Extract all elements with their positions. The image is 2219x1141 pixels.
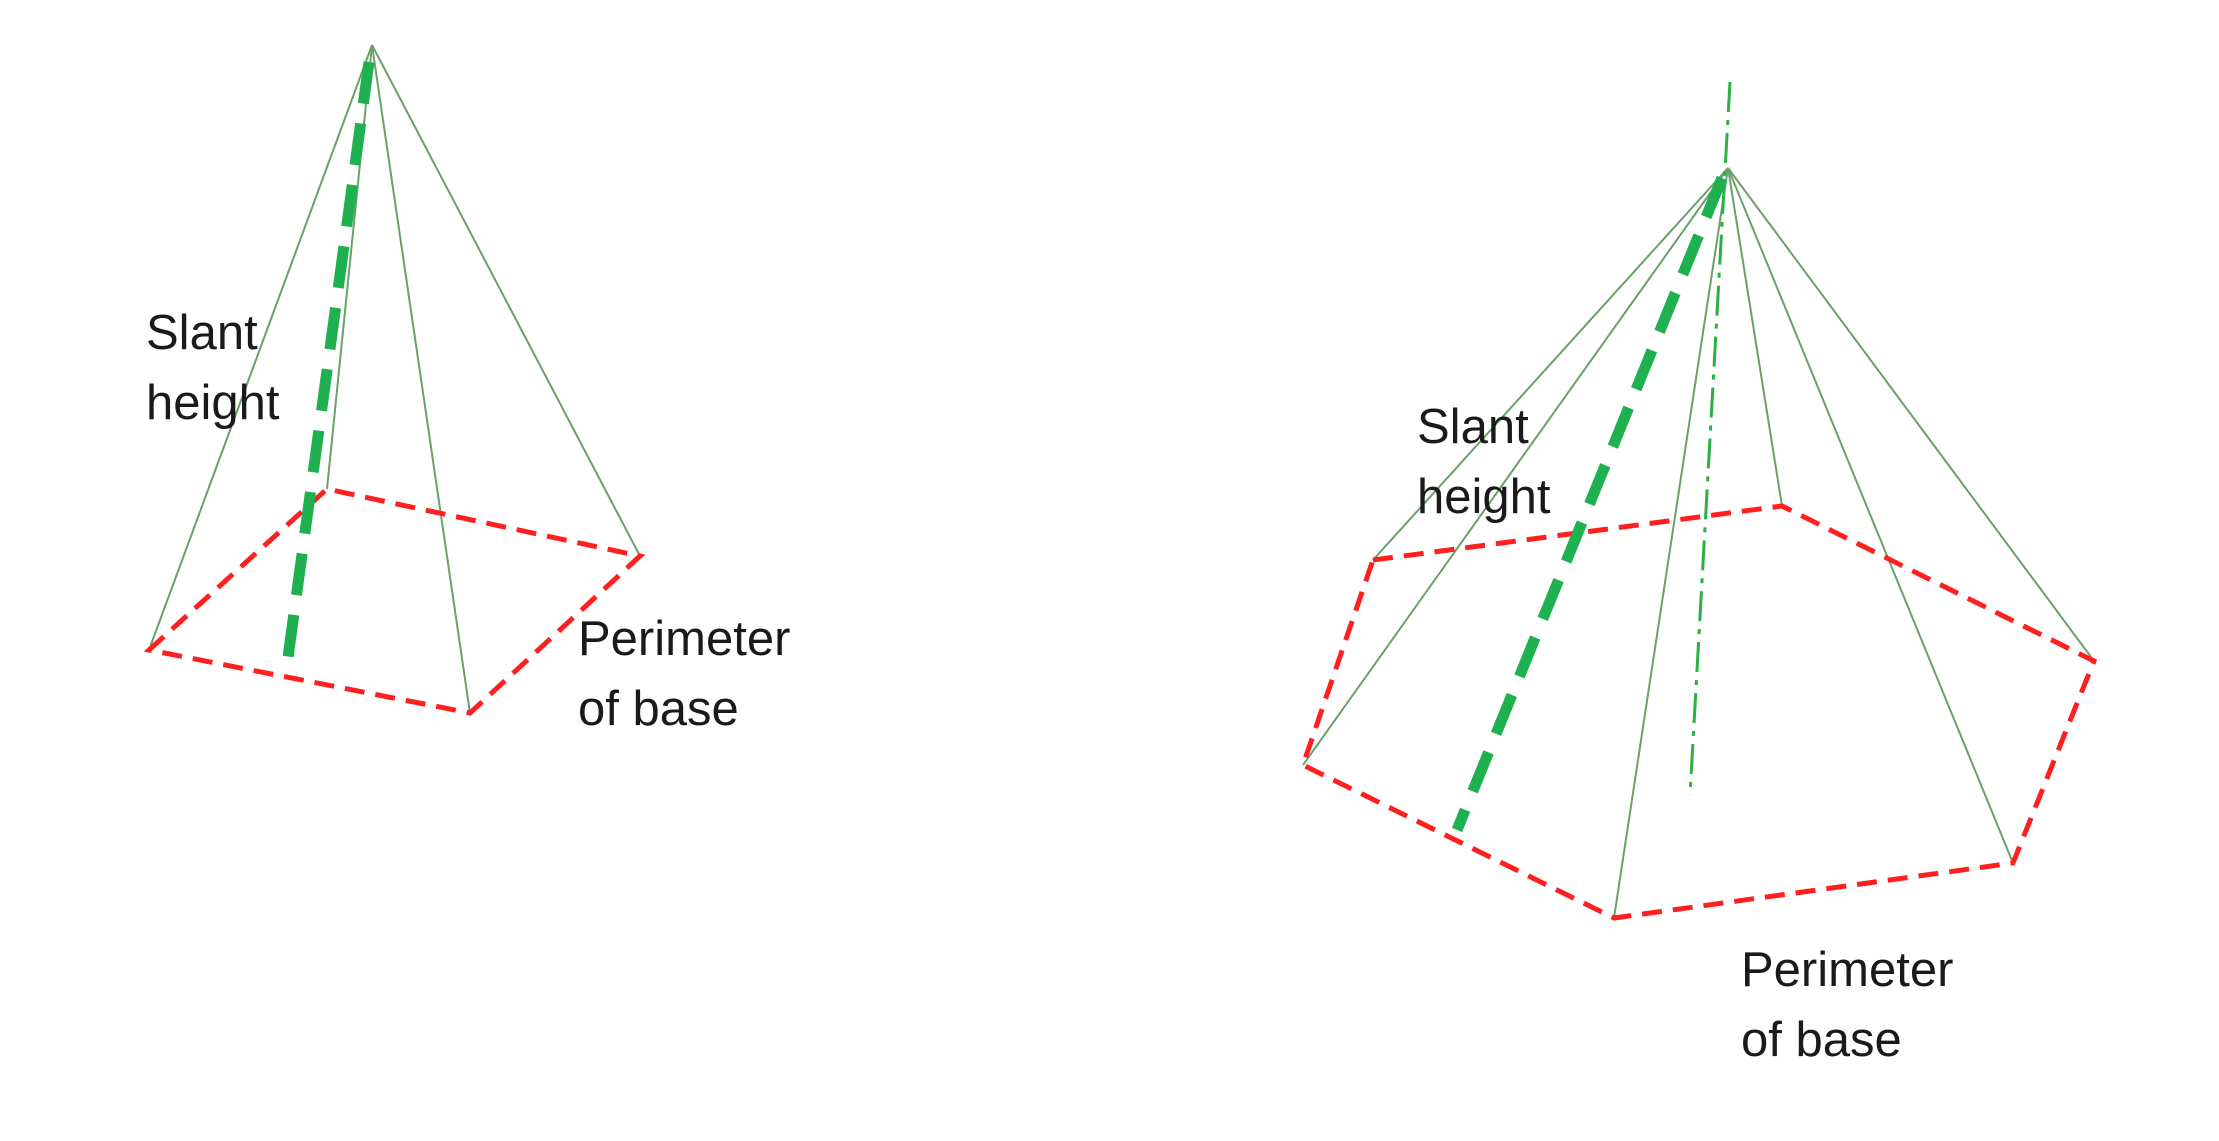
square-base-perimeter xyxy=(143,486,646,716)
label-line: height xyxy=(1417,470,1551,524)
lateral-edge xyxy=(1727,167,2014,864)
lateral-edge xyxy=(371,44,471,714)
lateral-edge xyxy=(1727,167,1783,507)
square-perimeter-label: Perimeter of base xyxy=(578,604,790,744)
lateral-edge xyxy=(1727,167,2095,662)
hexagonal-slant-height-line xyxy=(1451,175,1728,833)
square-pyramid-lateral-edges xyxy=(148,44,641,714)
square-pyramid xyxy=(143,44,646,716)
lateral-edge xyxy=(371,44,641,557)
label-line: Slant xyxy=(1417,400,1529,454)
lateral-edge xyxy=(326,44,373,490)
label-line: height xyxy=(146,376,280,430)
lateral-edge xyxy=(1372,167,1729,561)
label-line: Perimeter xyxy=(1741,943,1954,997)
hexagonal-pyramid xyxy=(1299,81,2098,921)
label-line: of base xyxy=(578,682,739,736)
hexagonal-height-axis-line xyxy=(1688,81,1732,796)
lateral-edge xyxy=(1613,167,1729,919)
label-line: Perimeter xyxy=(578,612,791,666)
hexagonal-slant-height-label: Slant height xyxy=(1417,392,1551,532)
hexagonal-perimeter-label: Perimeter of base xyxy=(1741,935,1953,1075)
square-slant-height-line xyxy=(280,61,375,673)
square-slant-height-label: Slant height xyxy=(146,298,280,438)
lateral-edge xyxy=(1302,167,1729,766)
hexagonal-pyramid-lateral-edges xyxy=(1302,167,2095,919)
lateral-edge xyxy=(148,44,373,651)
label-line: Slant xyxy=(146,306,258,360)
label-line: of base xyxy=(1741,1013,1902,1067)
hexagonal-base-perimeter xyxy=(1299,503,2098,921)
